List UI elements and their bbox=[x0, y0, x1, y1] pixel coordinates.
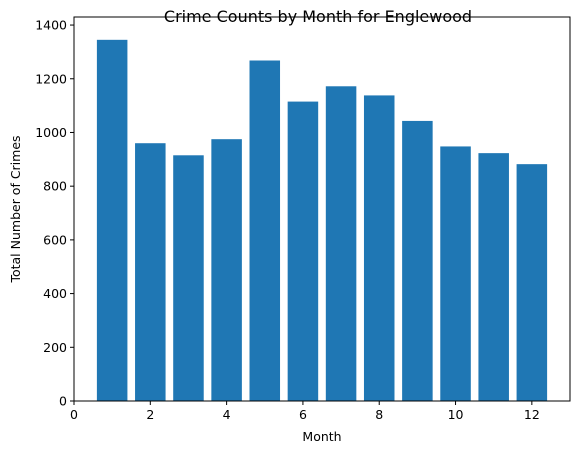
bar-month-4 bbox=[211, 139, 242, 401]
x-tick-label: 2 bbox=[146, 407, 154, 422]
y-axis-label: Total Number of Crimes bbox=[8, 135, 23, 283]
bar-month-3 bbox=[173, 155, 204, 401]
x-tick-label: 0 bbox=[70, 407, 78, 422]
bar-month-6 bbox=[288, 102, 319, 401]
bar-month-12 bbox=[517, 164, 548, 401]
y-tick-label: 200 bbox=[43, 340, 67, 355]
y-tick-label: 1400 bbox=[35, 18, 67, 33]
bar-month-10 bbox=[440, 146, 471, 401]
x-axis: 0 2 4 6 8 10 12 bbox=[70, 401, 540, 422]
bar-month-2 bbox=[135, 143, 166, 401]
y-axis: 0 200 400 600 800 1000 1200 1400 bbox=[35, 18, 74, 409]
x-tick-label: 12 bbox=[524, 407, 540, 422]
y-tick-label: 1200 bbox=[35, 71, 67, 86]
y-tick-label: 400 bbox=[43, 286, 67, 301]
bars-group bbox=[97, 40, 547, 401]
x-tick-label: 6 bbox=[299, 407, 307, 422]
x-tick-label: 4 bbox=[223, 407, 231, 422]
y-tick-label: 0 bbox=[59, 394, 67, 409]
y-tick-label: 800 bbox=[43, 179, 67, 194]
bar-month-7 bbox=[326, 86, 357, 401]
x-axis-label: Month bbox=[302, 429, 341, 444]
bar-month-11 bbox=[478, 153, 509, 401]
bar-month-9 bbox=[402, 121, 433, 401]
x-tick-label: 10 bbox=[448, 407, 464, 422]
bar-month-1 bbox=[97, 40, 128, 401]
bar-month-8 bbox=[364, 95, 395, 401]
x-tick-label: 8 bbox=[375, 407, 383, 422]
y-tick-label: 1000 bbox=[35, 125, 67, 140]
y-tick-label: 600 bbox=[43, 232, 67, 247]
bar-month-5 bbox=[250, 61, 281, 401]
